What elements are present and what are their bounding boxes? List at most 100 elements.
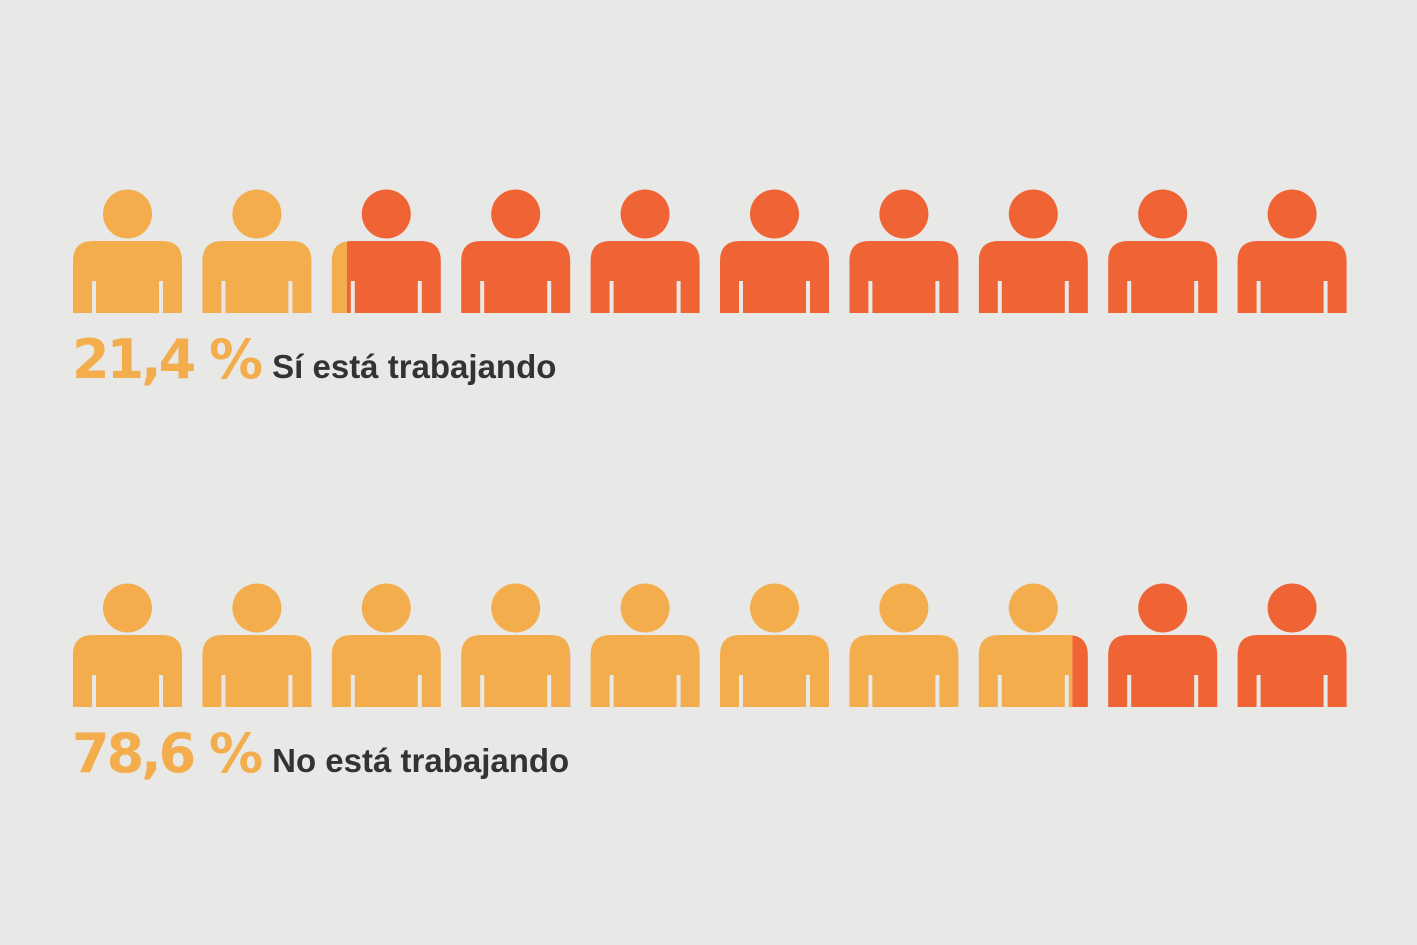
- arm-divider: [350, 675, 355, 709]
- person-head: [1138, 583, 1188, 633]
- person-icon: [461, 583, 571, 709]
- person-icon: [590, 189, 700, 315]
- label-not-working: 78,6 % No está trabajando: [72, 722, 569, 785]
- arm-divider: [221, 675, 226, 709]
- arm-divider: [1194, 281, 1199, 315]
- arm-divider: [92, 281, 96, 315]
- arm-divider: [1064, 675, 1069, 709]
- person-body: [978, 241, 1088, 313]
- arm-divider: [1256, 675, 1261, 709]
- arm-divider: [1194, 675, 1199, 709]
- person-icon: [978, 189, 1088, 315]
- person-icon: [978, 583, 1088, 709]
- label-working: 21,4 % Sí está trabajando: [72, 328, 556, 391]
- person-head: [1008, 583, 1058, 633]
- person-head: [491, 583, 541, 633]
- arm-divider: [350, 281, 355, 315]
- person-icon: [1108, 583, 1218, 709]
- person-icon: [590, 583, 700, 709]
- person-head: [1008, 189, 1058, 239]
- person-body: [849, 241, 959, 313]
- person-head: [1267, 189, 1317, 239]
- arm-divider: [1127, 281, 1132, 315]
- arm-divider: [997, 281, 1002, 315]
- person-icon: [720, 583, 829, 709]
- arm-divider: [1256, 281, 1261, 315]
- person-body: [331, 241, 441, 313]
- arm-divider: [547, 675, 552, 709]
- arm-divider: [417, 281, 422, 315]
- arm-divider: [547, 281, 552, 315]
- person-head: [1138, 189, 1188, 239]
- pictogram-row-working: 21,4 % Sí está trabajando: [0, 188, 1417, 391]
- arm-divider: [1323, 675, 1328, 709]
- person-body: [461, 635, 571, 707]
- person-body: [331, 635, 441, 707]
- person-body: [1108, 635, 1218, 707]
- person-body: [720, 241, 829, 313]
- arm-divider: [221, 281, 226, 315]
- person-body: [73, 635, 182, 707]
- arm-divider: [806, 675, 810, 709]
- person-body: [1108, 241, 1218, 313]
- category-label-not-working: No está trabajando: [272, 742, 570, 779]
- person-head: [1267, 583, 1317, 633]
- person-icon: [1237, 189, 1347, 315]
- person-body: [1237, 241, 1347, 313]
- person-icon: [720, 189, 829, 315]
- person-body: [461, 241, 571, 313]
- arm-divider: [609, 281, 614, 315]
- pictogram-working-icons: [73, 189, 1347, 315]
- person-icon: [849, 189, 959, 315]
- percent-value-working: 21,4 %: [72, 328, 263, 391]
- person-body: [202, 241, 312, 313]
- arm-divider: [480, 675, 485, 709]
- person-head: [361, 583, 411, 633]
- arm-divider: [739, 675, 743, 709]
- person-head: [620, 583, 670, 633]
- person-icon: [849, 583, 959, 709]
- arm-divider: [997, 675, 1002, 709]
- arm-divider: [288, 281, 293, 315]
- person-body: [73, 241, 182, 313]
- person-icon: [202, 189, 312, 315]
- person-head: [361, 189, 411, 239]
- arm-divider: [1323, 281, 1328, 315]
- arm-divider: [935, 281, 940, 315]
- arm-divider: [739, 281, 743, 315]
- person-body: [1237, 635, 1347, 707]
- person-icon: [331, 189, 441, 315]
- arm-divider: [676, 675, 681, 709]
- person-body: [590, 635, 700, 707]
- arm-divider: [288, 675, 293, 709]
- person-head: [750, 583, 799, 633]
- arm-divider: [92, 675, 96, 709]
- person-head: [879, 583, 929, 633]
- arm-divider: [1064, 281, 1069, 315]
- person-icon: [73, 583, 182, 709]
- person-head: [620, 189, 670, 239]
- person-body: [590, 241, 700, 313]
- arm-divider: [868, 281, 873, 315]
- arm-divider: [609, 675, 614, 709]
- person-icon: [1237, 583, 1347, 709]
- arm-divider: [676, 281, 681, 315]
- person-head: [879, 189, 929, 239]
- category-label-working: Sí está trabajando: [272, 348, 557, 385]
- arm-divider: [868, 675, 873, 709]
- arm-divider: [480, 281, 485, 315]
- person-head: [232, 189, 282, 239]
- arm-divider: [159, 281, 163, 315]
- arm-divider: [159, 675, 163, 709]
- person-body: [720, 635, 829, 707]
- percent-value-not-working: 78,6 %: [72, 722, 263, 785]
- person-head: [750, 189, 799, 239]
- arm-divider: [806, 281, 810, 315]
- person-head: [103, 189, 152, 239]
- person-body: [202, 635, 312, 707]
- person-head: [491, 189, 541, 239]
- person-body: [849, 635, 959, 707]
- person-body: [978, 635, 1088, 707]
- person-icon: [202, 583, 312, 709]
- person-icon: [461, 189, 571, 315]
